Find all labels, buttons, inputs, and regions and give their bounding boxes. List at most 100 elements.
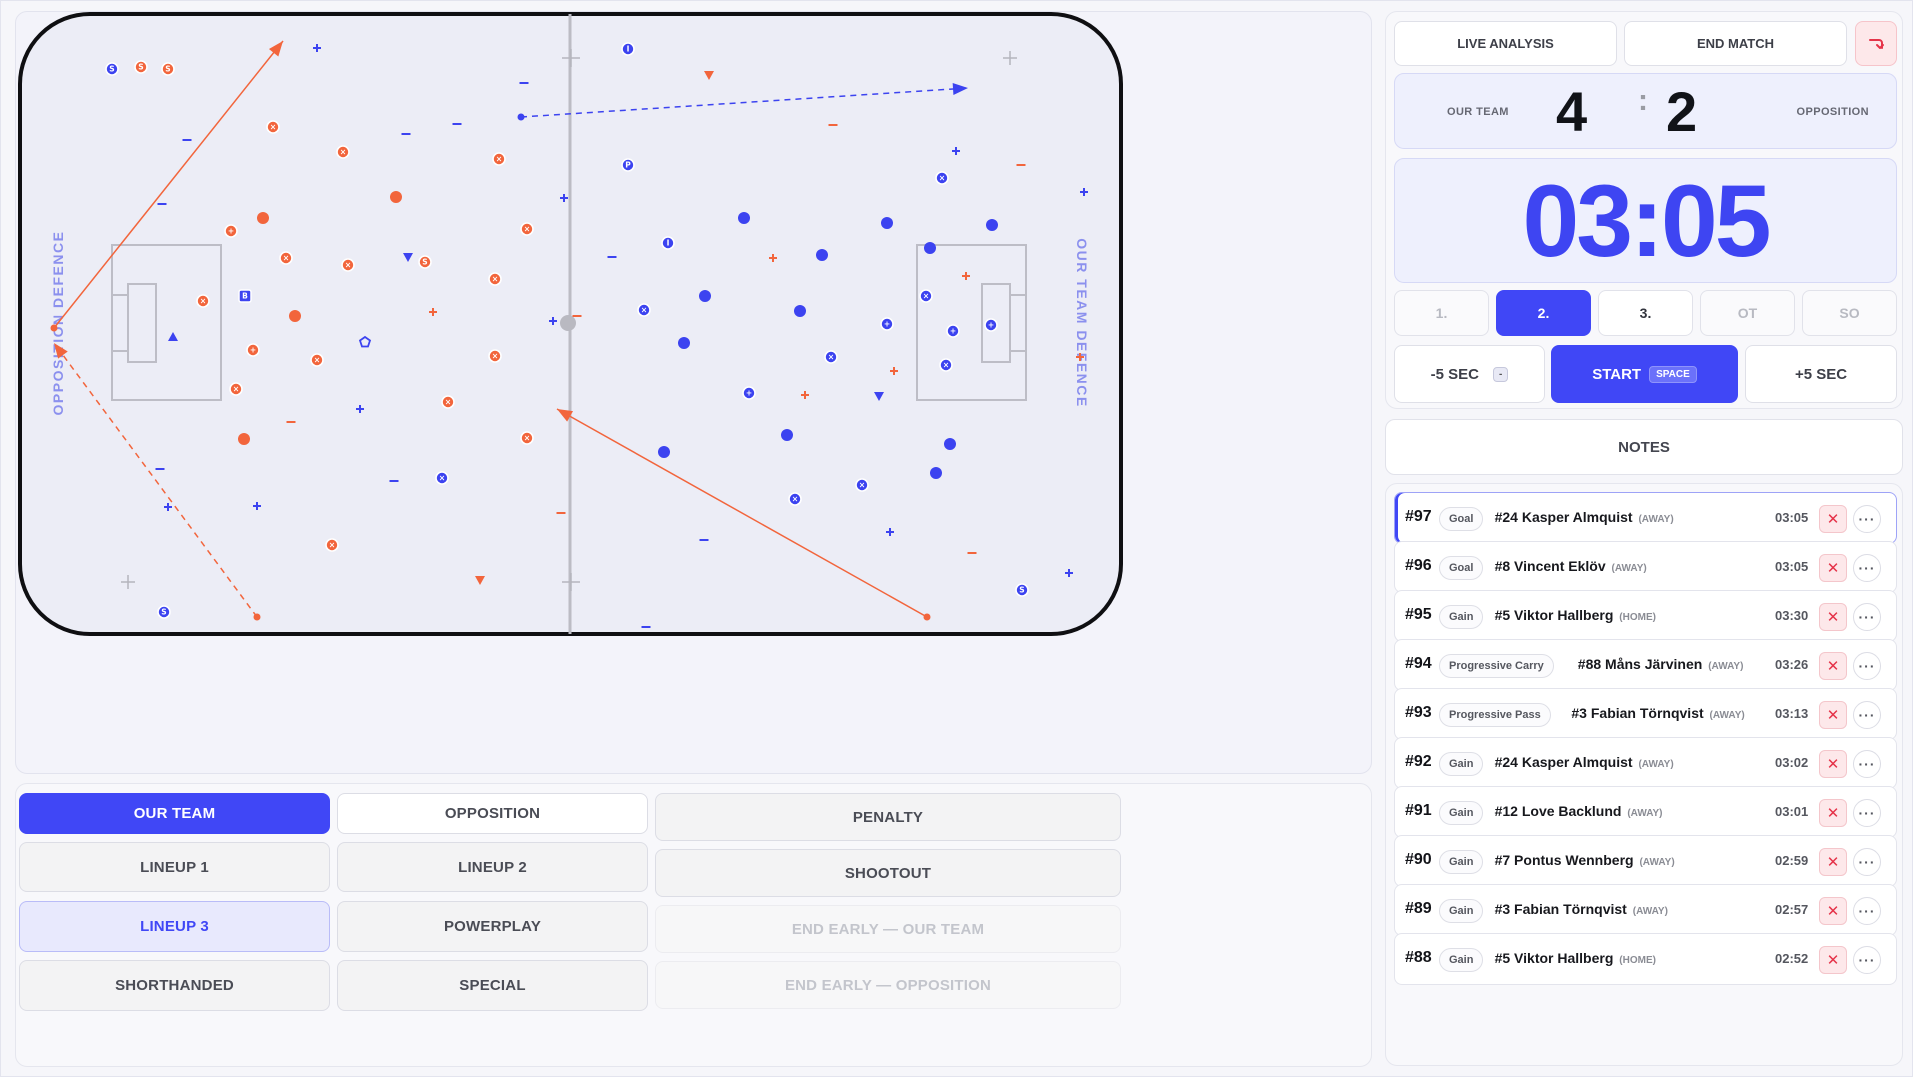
our-team-event-marker[interactable]	[930, 467, 942, 479]
opposition-event-marker[interactable]: ×	[229, 382, 243, 396]
our-team-event-marker[interactable]	[986, 219, 998, 231]
event-row[interactable]: #97 Goal #24 Kasper Almquist (AWAY) 03:0…	[1394, 492, 1897, 544]
more-options-button[interactable]: ···	[1853, 799, 1881, 827]
our-team-event-marker[interactable]: ×	[788, 492, 802, 506]
opposition-event-marker[interactable]	[1076, 353, 1084, 361]
our-team-event-marker[interactable]: I	[661, 236, 675, 250]
delete-event-button[interactable]: ✕	[1819, 946, 1847, 974]
overtime-button[interactable]: OT	[1700, 290, 1795, 336]
our-team-event-marker[interactable]	[1080, 188, 1088, 196]
our-team-event-marker[interactable]: +	[742, 386, 756, 400]
opposition-event-marker[interactable]: ×	[488, 349, 502, 363]
delete-event-button[interactable]: ✕	[1819, 603, 1847, 631]
event-row[interactable]: #88 Gain #5 Viktor Hallberg (HOME) 02:52…	[1394, 933, 1897, 985]
event-row[interactable]: #91 Gain #12 Love Backlund (AWAY) 03:01 …	[1394, 786, 1897, 838]
powerplay-button[interactable]: POWERPLAY	[337, 901, 648, 952]
opposition-event-marker[interactable]: ×	[279, 251, 293, 265]
more-options-button[interactable]: ···	[1853, 750, 1881, 778]
our-team-event-marker[interactable]	[794, 305, 806, 317]
event-row[interactable]: #90 Gain #7 Pontus Wennberg (AWAY) 02:59…	[1394, 835, 1897, 887]
more-options-button[interactable]: ···	[1853, 897, 1881, 925]
more-options-button[interactable]: ···	[1853, 701, 1881, 729]
our-team-event-marker[interactable]	[164, 503, 172, 511]
minus-5-sec-button[interactable]: -5 SEC -	[1394, 345, 1545, 403]
opposition-event-marker[interactable]	[257, 212, 269, 224]
our-team-event-marker[interactable]: I	[621, 42, 635, 56]
end-early-our-team-button[interactable]: END EARLY — OUR TEAM	[655, 905, 1121, 953]
our-team-event-marker[interactable]: ×	[939, 358, 953, 372]
delete-event-button[interactable]: ✕	[1819, 554, 1847, 582]
opposition-event-marker[interactable]: ×	[441, 395, 455, 409]
opposition-event-marker[interactable]: ×	[310, 353, 324, 367]
lineup2-button[interactable]: LINEUP 2	[337, 842, 648, 892]
penalty-button[interactable]: PENALTY	[655, 793, 1121, 841]
opposition-event-marker[interactable]	[704, 71, 714, 80]
opposition-event-marker[interactable]	[890, 367, 898, 375]
opposition-event-marker[interactable]: ×	[488, 272, 502, 286]
start-button[interactable]: START SPACE	[1551, 345, 1738, 403]
our-team-event-marker[interactable]: ×	[935, 171, 949, 185]
our-team-event-marker[interactable]: S	[157, 605, 171, 619]
our-team-event-marker[interactable]	[560, 194, 568, 202]
shorthanded-button[interactable]: SHORTHANDED	[19, 960, 330, 1011]
our-team-event-marker[interactable]	[313, 44, 321, 52]
end-early-opposition-button[interactable]: END EARLY — OPPOSITION	[655, 961, 1121, 1009]
opposition-event-marker[interactable]: ×	[520, 431, 534, 445]
our-team-event-marker[interactable]: ×	[919, 289, 933, 303]
our-team-event-marker[interactable]	[881, 217, 893, 229]
more-options-button[interactable]: ···	[1853, 652, 1881, 680]
opposition-event-marker[interactable]	[429, 308, 437, 316]
event-row[interactable]: #94 Progressive Carry #88 Måns Järvinen …	[1394, 639, 1897, 691]
our-team-event-marker[interactable]: ×	[824, 350, 838, 364]
event-log[interactable]: #97 Goal #24 Kasper Almquist (AWAY) 03:0…	[1385, 483, 1903, 1066]
opposition-event-marker[interactable]: ×	[520, 222, 534, 236]
shootout-period-button[interactable]: SO	[1802, 290, 1897, 336]
our-team-event-marker[interactable]: S	[105, 62, 119, 76]
period-3-button[interactable]: 3.	[1598, 290, 1693, 336]
live-analysis-button[interactable]: LIVE ANALYSIS	[1394, 21, 1617, 66]
our-team-event-marker[interactable]	[549, 317, 557, 325]
opposition-event-marker[interactable]: ×	[196, 294, 210, 308]
our-team-event-marker[interactable]: S	[1015, 583, 1029, 597]
our-team-event-marker[interactable]: +	[946, 324, 960, 338]
our-team-event-marker[interactable]	[781, 429, 793, 441]
our-team-event-marker[interactable]	[1065, 569, 1073, 577]
our-team-event-marker[interactable]	[874, 392, 884, 401]
opposition-event-marker[interactable]	[289, 310, 301, 322]
our-team-event-marker[interactable]: +	[984, 318, 998, 332]
opposition-event-marker[interactable]: S	[418, 255, 432, 269]
event-row[interactable]: #96 Goal #8 Vincent Eklöv (AWAY) 03:05 ✕…	[1394, 541, 1897, 593]
opposition-event-marker[interactable]	[962, 272, 970, 280]
our-team-event-marker[interactable]	[356, 405, 364, 413]
delete-event-button[interactable]: ✕	[1819, 652, 1847, 680]
opposition-button[interactable]: OPPOSITION	[337, 793, 648, 834]
opposition-event-marker[interactable]	[238, 433, 250, 445]
more-options-button[interactable]: ···	[1853, 946, 1881, 974]
our-team-event-marker[interactable]: P	[621, 158, 635, 172]
delete-event-button[interactable]: ✕	[1819, 848, 1847, 876]
pitch[interactable]: OPPOSITION DEFENCE OUR TEAM DEFENCE S S SI…	[16, 12, 1373, 775]
our-team-event-marker[interactable]: ×	[435, 471, 449, 485]
opposition-event-marker[interactable]: ×	[341, 258, 355, 272]
our-team-event-marker[interactable]	[952, 147, 960, 155]
end-match-button[interactable]: END MATCH	[1624, 21, 1847, 66]
opposition-event-marker[interactable]	[390, 191, 402, 203]
our-team-event-marker[interactable]: ×	[855, 478, 869, 492]
opposition-event-marker[interactable]: +	[246, 343, 260, 357]
special-button[interactable]: SPECIAL	[337, 960, 648, 1011]
lineup1-button[interactable]: LINEUP 1	[19, 842, 330, 892]
shootout-button[interactable]: SHOOTOUT	[655, 849, 1121, 897]
event-row[interactable]: #92 Gain #24 Kasper Almquist (AWAY) 03:0…	[1394, 737, 1897, 789]
opposition-event-marker[interactable]: S	[161, 62, 175, 76]
delete-event-button[interactable]: ✕	[1819, 750, 1847, 778]
our-team-event-marker[interactable]	[403, 253, 413, 262]
opposition-event-marker[interactable]	[801, 391, 809, 399]
our-team-event-marker[interactable]	[944, 438, 956, 450]
our-team-event-marker[interactable]	[358, 335, 372, 348]
our-team-event-marker[interactable]	[699, 290, 711, 302]
our-team-event-marker[interactable]	[816, 249, 828, 261]
delete-event-button[interactable]: ✕	[1819, 701, 1847, 729]
more-options-button[interactable]: ···	[1853, 603, 1881, 631]
our-team-button[interactable]: OUR TEAM	[19, 793, 330, 834]
notes-button[interactable]: NOTES	[1385, 419, 1903, 475]
